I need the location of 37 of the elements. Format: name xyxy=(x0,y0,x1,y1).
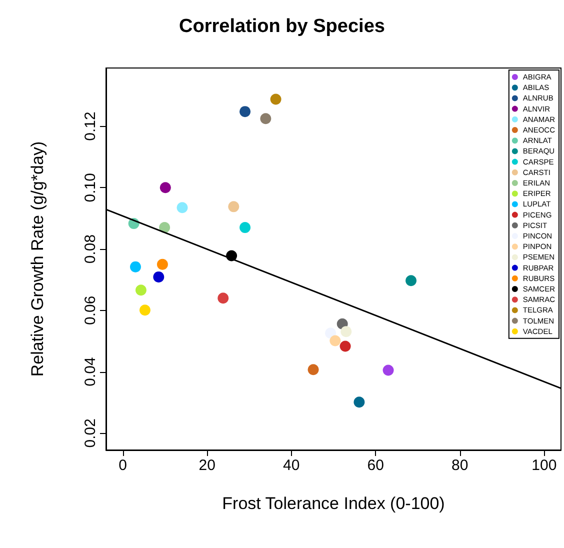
y-tick-label: 0.12 xyxy=(82,112,99,141)
chart-title: Correlation by Species xyxy=(179,16,385,37)
point xyxy=(159,222,170,234)
point xyxy=(156,258,168,270)
point xyxy=(135,284,146,296)
y-tick-label: 0.10 xyxy=(82,173,99,202)
y-tick-label: 0.08 xyxy=(82,234,99,264)
x-tick-label: 0 xyxy=(118,457,128,474)
point xyxy=(354,396,365,408)
point xyxy=(382,364,394,376)
point xyxy=(153,271,164,282)
y-tick-label: 0.02 xyxy=(82,418,99,448)
point xyxy=(340,340,351,352)
point xyxy=(260,113,272,124)
x-tick-label: 40 xyxy=(283,457,300,474)
y-tick-label: 0.04 xyxy=(82,357,99,386)
x-tick-label: 20 xyxy=(198,457,216,474)
x-tick-label: 80 xyxy=(452,457,468,474)
point xyxy=(325,328,336,339)
point xyxy=(330,335,341,346)
point xyxy=(139,304,150,316)
x-tick-label: 100 xyxy=(532,457,557,474)
point xyxy=(240,106,251,118)
point xyxy=(130,261,141,272)
point xyxy=(340,326,352,338)
point xyxy=(270,94,282,105)
x-axis-title: Frost Tolerance Index (0-100) xyxy=(222,494,445,513)
point xyxy=(176,202,188,214)
point xyxy=(228,201,240,212)
y-axis-title: Relative Growth Rate (g/g*day) xyxy=(28,141,47,377)
point xyxy=(160,182,171,194)
point xyxy=(240,222,251,234)
y-tick-label: 0.06 xyxy=(82,296,99,325)
point xyxy=(308,364,319,376)
x-tick-label: 60 xyxy=(367,457,384,474)
point xyxy=(218,292,229,304)
point xyxy=(406,275,417,286)
